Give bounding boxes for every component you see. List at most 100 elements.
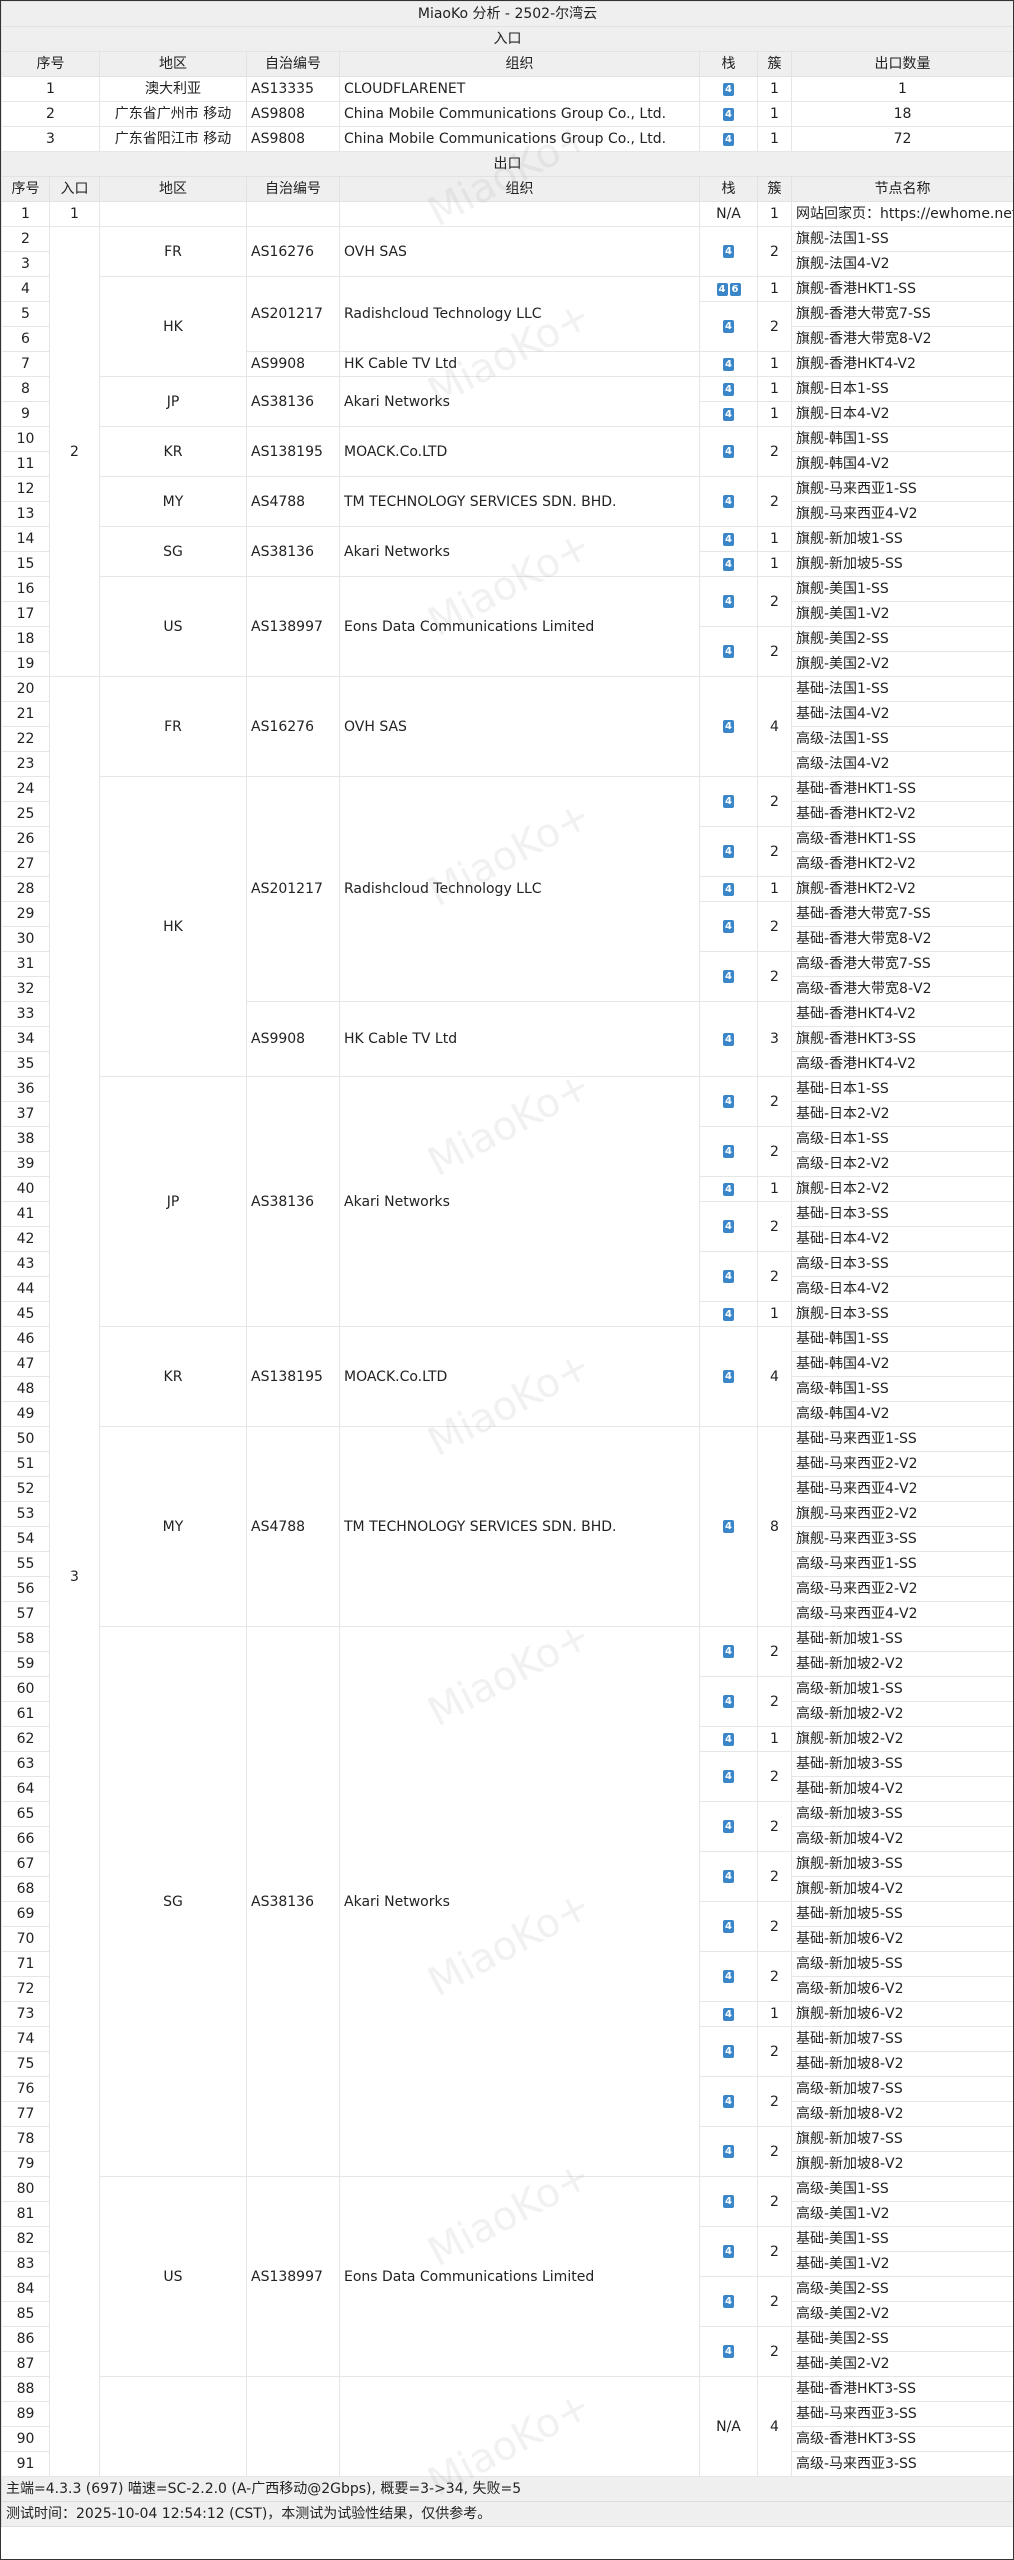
exit-row: 31 4 2 高级-香港大带宽7-SS bbox=[1, 951, 1013, 1002]
footer-row: 测试时间：2025-10-04 12:54:12 (CST)，本测试为试验性结果… bbox=[1, 2501, 1013, 2527]
exit-row: 56 高级-马来西亚2-V2 bbox=[1, 1576, 1013, 1602]
exit-no: 27 bbox=[1, 851, 50, 877]
exit-cluster: 1 bbox=[757, 1726, 792, 1752]
exit-cluster: 2 bbox=[757, 1126, 792, 1177]
stack-cell: 4 bbox=[699, 626, 758, 677]
exit-no: 83 bbox=[1, 2251, 50, 2277]
stack-cell: 4 bbox=[699, 526, 758, 552]
exit-row: 49 高级-韩国4-V2 bbox=[1, 1401, 1013, 1427]
exit-no: 53 bbox=[1, 1501, 50, 1527]
exit-no: 30 bbox=[1, 926, 50, 952]
node-name: 网站回家页：https://ewhome.net bbox=[791, 201, 1013, 227]
node-name: 基础-日本2-V2 bbox=[791, 1101, 1013, 1127]
exit-cluster: 2 bbox=[757, 226, 792, 277]
stack-cell: 4 bbox=[699, 876, 758, 902]
stack-cell: 4 bbox=[699, 1751, 758, 1802]
exit-no: 9 bbox=[1, 401, 50, 427]
node-name: 高级-香港HKT4-V2 bbox=[791, 1051, 1013, 1077]
entry-row: 1 澳大利亚 AS13335 CLOUDFLARENET 4 1 1 bbox=[1, 76, 1013, 102]
node-name: 旗舰-香港大带宽8-V2 bbox=[791, 326, 1013, 352]
node-name: 旗舰-日本4-V2 bbox=[791, 401, 1013, 427]
exit-row: 39 高级-日本2-V2 bbox=[1, 1151, 1013, 1177]
exit-row: 64 基础-新加坡4-V2 bbox=[1, 1776, 1013, 1802]
exit-no: 86 bbox=[1, 2326, 50, 2352]
exit-no: 84 bbox=[1, 2276, 50, 2302]
node-name: 基础-新加坡3-SS bbox=[791, 1751, 1013, 1777]
exit-no: 61 bbox=[1, 1701, 50, 1727]
exit-row: 80 US AS138997 Eons Data Communications Lim… bbox=[1, 2176, 1013, 2377]
column-header: 地区 bbox=[99, 51, 247, 77]
exit-row: 57 高级-马来西亚4-V2 bbox=[1, 1601, 1013, 1627]
exit-row: 34 旗舰-香港HKT3-SS bbox=[1, 1026, 1013, 1052]
node-name: 高级-新加坡2-V2 bbox=[791, 1701, 1013, 1727]
ipv4-badge-icon: 4 bbox=[723, 2245, 734, 2258]
stack-cell: 4 bbox=[699, 226, 758, 277]
exit-org: Akari Networks bbox=[339, 1626, 700, 2177]
node-name: 高级-日本4-V2 bbox=[791, 1276, 1013, 1302]
exit-no: 40 bbox=[1, 1176, 50, 1202]
stack-cell: 4 bbox=[699, 1001, 758, 1077]
node-name: 基础-韩国1-SS bbox=[791, 1326, 1013, 1352]
exit-asn: AS38136 bbox=[246, 1076, 340, 1327]
exit-cluster: 2 bbox=[757, 1951, 792, 2002]
stack-cell: 4 bbox=[699, 2176, 758, 2227]
node-name: 高级-马来西亚2-V2 bbox=[791, 1576, 1013, 1602]
exit-row: 58 SG AS38136 Akari Networks 4 2 基础-新加坡1-SS bbox=[1, 1626, 1013, 2177]
exit-no: 11 bbox=[1, 451, 50, 477]
ipv4-badge-icon: 4 bbox=[723, 557, 734, 571]
exit-no: 81 bbox=[1, 2201, 50, 2227]
exit-cluster: 2 bbox=[757, 951, 792, 1002]
exit-cluster: 2 bbox=[757, 426, 792, 477]
title-row: MiaoKo 分析 - 2502-尔湾云 bbox=[1, 1, 1013, 27]
exit-row: 20 3 FR AS16276 OVH SAS 4 4 基础-法国1-SS bbox=[1, 676, 1013, 2477]
exit-asn: AS9908 bbox=[246, 1001, 340, 1077]
exit-row: 54 旗舰-马来西亚3-SS bbox=[1, 1526, 1013, 1552]
node-name: 基础-美国1-V2 bbox=[791, 2251, 1013, 2277]
node-name: 基础-香港大带宽8-V2 bbox=[791, 926, 1013, 952]
ipv4-badge-icon: 4 bbox=[723, 382, 734, 396]
exit-region: HK bbox=[99, 776, 247, 1077]
column-header: 栈 bbox=[699, 176, 758, 202]
node-name: 旗舰-马来西亚1-SS bbox=[791, 476, 1013, 502]
exit-row: 73 4 1 旗舰-新加坡6-V2 bbox=[1, 2001, 1013, 2027]
exit-cluster: 1 bbox=[757, 1176, 792, 1202]
entry-region: 广东省阳江市 移动 bbox=[99, 126, 247, 152]
exit-no: 2 bbox=[1, 226, 50, 252]
exit-no: 69 bbox=[1, 1901, 50, 1927]
exit-row: 46 KR AS138195 MOACK.Co.LTD 4 4 基础-韩国1-SS bbox=[1, 1326, 1013, 1427]
exit-no: 50 bbox=[1, 1426, 50, 1452]
ipv4-badge-icon: 4 bbox=[723, 1820, 734, 1833]
node-name: 旗舰-新加坡4-V2 bbox=[791, 1876, 1013, 1902]
exit-org bbox=[339, 201, 700, 227]
exit-entry: 2 bbox=[49, 226, 100, 677]
exit-region: JP bbox=[99, 376, 247, 427]
column-header: 簇 bbox=[757, 51, 792, 77]
exit-no: 25 bbox=[1, 801, 50, 827]
exit-no: 55 bbox=[1, 1551, 50, 1577]
exit-no: 91 bbox=[1, 2451, 50, 2477]
node-name: 基础-新加坡2-V2 bbox=[791, 1651, 1013, 1677]
stack-cell: 4 bbox=[699, 1201, 758, 1252]
stack-cell: 4 bbox=[699, 551, 758, 577]
column-header: 地区 bbox=[99, 176, 247, 202]
node-name: 旗舰-韩国4-V2 bbox=[791, 451, 1013, 477]
entry-row: 3 广东省阳江市 移动 AS9808 China Mobile Communicati… bbox=[1, 126, 1013, 152]
exit-no: 8 bbox=[1, 376, 50, 402]
node-name: 旗舰-马来西亚4-V2 bbox=[791, 501, 1013, 527]
node-name: 基础-香港HKT3-SS bbox=[791, 2376, 1013, 2402]
exit-no: 18 bbox=[1, 626, 50, 652]
ipv4-badge-icon: 4 bbox=[723, 1182, 734, 1196]
exit-no: 14 bbox=[1, 526, 50, 552]
column-header: 簇 bbox=[757, 176, 792, 202]
node-name: 旗舰-韩国1-SS bbox=[791, 426, 1013, 452]
exit-cluster: 1 bbox=[757, 401, 792, 427]
exit-no: 20 bbox=[1, 676, 50, 702]
exit-no: 47 bbox=[1, 1351, 50, 1377]
stack-cell: 4 bbox=[699, 2126, 758, 2177]
node-name: 旗舰-日本3-SS bbox=[791, 1301, 1013, 1327]
exit-no: 78 bbox=[1, 2126, 50, 2152]
exit-row: 4 HK AS201217 Radishcloud Technology LLC 4 6 1… bbox=[1, 276, 1013, 377]
node-name: 基础-马来西亚4-V2 bbox=[791, 1476, 1013, 1502]
exit-cluster: 2 bbox=[757, 1901, 792, 1952]
ipv4-badge-icon: 4 bbox=[723, 970, 734, 983]
